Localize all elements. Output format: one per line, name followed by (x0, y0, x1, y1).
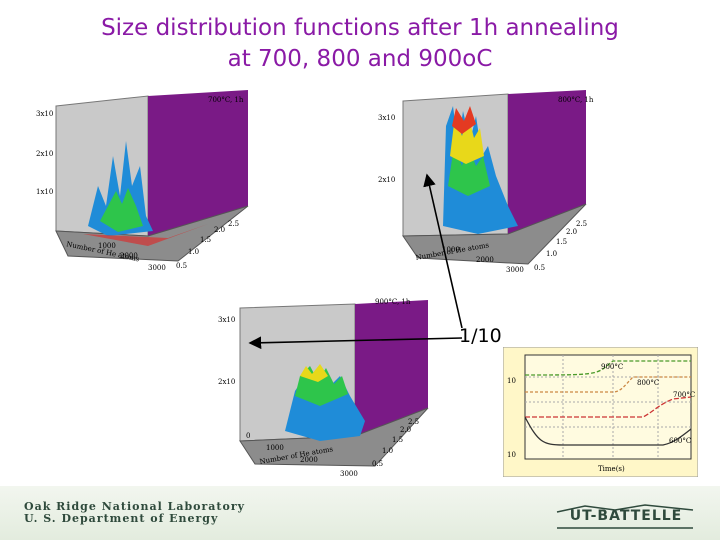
plot-floor (55, 205, 249, 262)
annotation-arrows (248, 173, 463, 350)
plot-700c: 700°C, 1h 3x10 2x10 1x10 1000 2000 3000 … (36, 90, 249, 272)
plot-900c: 900°C, 1h 3x10 2x10 0 1000 2000 3000 0.5… (218, 298, 429, 478)
arrow-to-900c (248, 336, 463, 350)
ytick: 2.0 (566, 228, 577, 236)
plot-label: 900°C, 1h (375, 298, 411, 306)
ztick-top: 3x10 (378, 114, 395, 122)
plot-800c: 800°C, 1h 3x10 2x10 1000 2000 3000 0.5 1… (378, 90, 594, 274)
xtick: 0 (246, 432, 250, 440)
xtick: 1000 (442, 246, 460, 254)
curve-700c (525, 396, 692, 418)
plot-side-wall (148, 90, 248, 236)
plot-side-wall (355, 300, 428, 436)
xtick: 3000 (340, 470, 358, 478)
inset-label-800: 800°C (637, 379, 659, 387)
plot-floor (402, 203, 587, 265)
ztick-low: 1x10 (36, 188, 53, 196)
ztick-mid: 2x10 (36, 150, 53, 158)
xtick: 2000 (120, 252, 138, 260)
ytick: 2.5 (228, 220, 239, 228)
inset-xlabel: Time(s) (598, 465, 625, 473)
ztick-mid: 2x10 (218, 378, 235, 386)
curve-600c (524, 416, 692, 446)
plot-surface-yellow (300, 364, 328, 382)
footer-bar (0, 486, 720, 540)
plot-side-wall (508, 90, 586, 234)
curve-900c (524, 360, 691, 376)
ytick: 1.5 (556, 238, 567, 246)
plot-label: 800°C, 1h (558, 96, 594, 104)
inset-label-600: 600°C (669, 437, 691, 445)
ytick: 0.5 (176, 262, 187, 270)
plot-surface-green (100, 188, 143, 232)
ytick: 2.5 (408, 418, 419, 426)
ytick: 1.0 (546, 250, 557, 258)
org-department: U. S. Department of Energy (24, 512, 219, 525)
ytick: 2.5 (576, 220, 587, 228)
inset-plot: 900°C 800°C 700°C 600°C Time(s) 10 10 (503, 347, 698, 477)
slide-title-line2: at 700, 800 and 900oC (227, 46, 493, 72)
ytick: 2.0 (400, 426, 411, 434)
ztick-top: 3x10 (36, 110, 53, 118)
ytick: 1.5 (200, 236, 211, 244)
inset-label-700: 700°C (673, 391, 695, 399)
partner-logo-text: UT-BATTELLE (569, 508, 683, 524)
inset-ytick: 10 (507, 377, 516, 385)
xtick: 3000 (506, 266, 524, 274)
org-name: Oak Ridge National Laboratory (24, 500, 246, 513)
plot-surface-red (452, 106, 476, 134)
ytick: 1.5 (392, 436, 403, 444)
ytick: 0.5 (534, 264, 545, 272)
xtick: 3000 (148, 264, 166, 272)
xtick: 2000 (300, 456, 318, 464)
ytick: 2.0 (214, 226, 225, 234)
ytick: 1.0 (188, 248, 199, 256)
xtick: 2000 (476, 256, 494, 264)
xtick: 1000 (98, 242, 116, 250)
xtick: 1000 (266, 444, 284, 452)
slide-title-line1: Size distribution functions after 1h ann… (101, 15, 619, 41)
ut-battelle-logo (556, 504, 694, 529)
ratio-annotation: 1/10 (459, 325, 502, 347)
ytick: 0.5 (372, 460, 383, 468)
inset-ytick: 10 (507, 451, 516, 459)
arrow-to-800c (423, 173, 463, 329)
ztick-top: 3x10 (218, 316, 235, 324)
plot-surface-red (83, 224, 208, 246)
inset-label-900: 900°C (601, 363, 623, 371)
ztick-mid: 2x10 (378, 176, 395, 184)
ytick: 1.0 (382, 447, 393, 455)
plot-label: 700°C, 1h (208, 96, 244, 104)
